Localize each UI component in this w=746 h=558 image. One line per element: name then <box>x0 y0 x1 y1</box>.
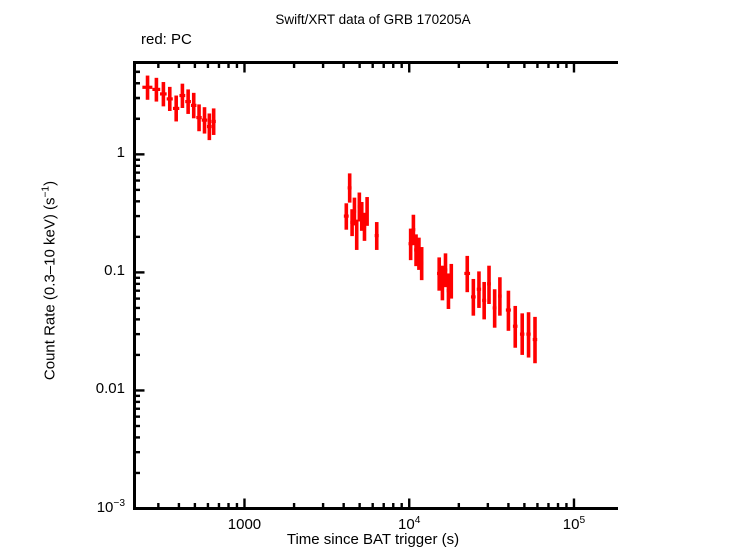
y-tick-label-3: 10−3 <box>96 497 125 516</box>
data-point <box>498 277 502 316</box>
data-point <box>185 89 191 114</box>
data-point <box>211 108 216 135</box>
page-title: Swift/XRT data of GRB 170205A <box>275 12 471 27</box>
data-point <box>362 212 367 241</box>
data-point <box>347 173 352 203</box>
data-point <box>464 255 471 293</box>
data-point <box>142 75 153 100</box>
data-point <box>437 257 442 291</box>
data-point <box>443 253 448 288</box>
data-point <box>374 222 379 250</box>
x-tick-label-0: 1000 <box>227 515 262 533</box>
data-point <box>482 281 487 320</box>
data-point <box>440 265 445 301</box>
data-point <box>206 113 212 141</box>
data-series-pc <box>142 75 538 364</box>
data-point <box>172 95 180 122</box>
y-tick-label-2: 0.01 <box>95 380 125 398</box>
data-point <box>419 247 424 281</box>
x-tick-label-2: 105 <box>562 514 586 533</box>
data-point <box>526 312 531 358</box>
y-tick-label-0: 1 <box>116 144 125 162</box>
data-point <box>505 290 511 331</box>
data-point <box>449 263 454 299</box>
data-point <box>179 83 186 109</box>
data-point <box>354 219 359 250</box>
x-axis-label: Time since BAT trigger (s) <box>286 531 460 548</box>
data-point <box>476 271 482 308</box>
data-point <box>492 289 497 328</box>
data-point <box>190 92 197 119</box>
data-point <box>365 197 369 226</box>
data-point <box>512 305 518 348</box>
data-point <box>166 86 173 111</box>
data-point <box>519 313 525 355</box>
data-point <box>152 77 161 102</box>
x-tick-label-1: 104 <box>398 514 421 533</box>
data-point <box>470 278 476 316</box>
data-point <box>159 82 167 107</box>
data-point <box>487 265 491 304</box>
data-point <box>532 316 538 364</box>
data-point <box>411 214 416 246</box>
data-point <box>343 203 349 230</box>
y-tick-label-1: 0.1 <box>104 262 125 280</box>
data-point <box>201 107 208 134</box>
data-point <box>352 197 357 226</box>
axis-ticks <box>134 61 576 510</box>
data-point <box>196 104 202 132</box>
legend-pc: red: PC <box>141 31 192 48</box>
